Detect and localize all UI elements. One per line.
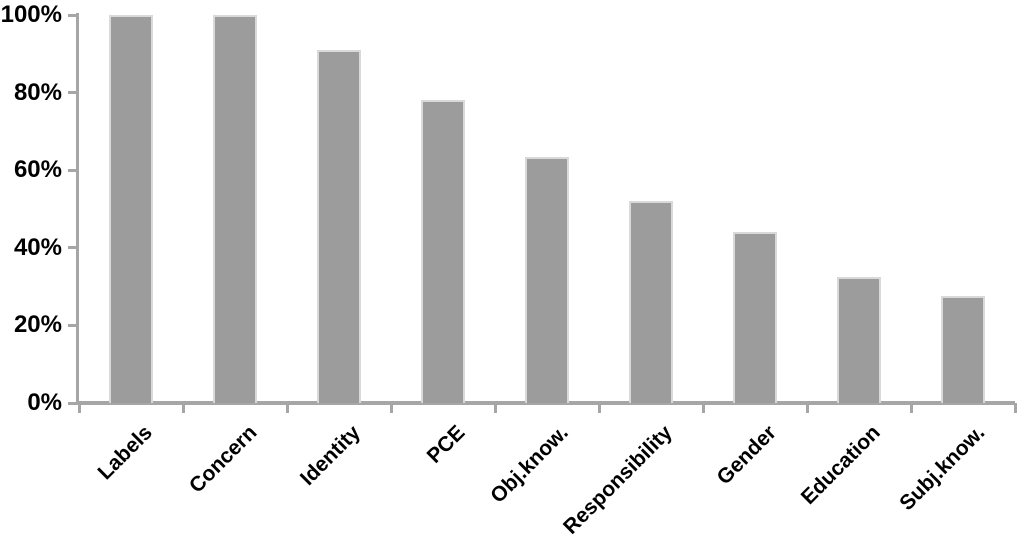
bar-gender (733, 232, 777, 403)
y-tick-mark (68, 323, 77, 327)
y-tick-label-20: 20% (13, 311, 62, 339)
bar-pce (421, 100, 465, 403)
y-tick-label-100: 100% (0, 1, 62, 28)
x-category-label-identity: Identity (296, 421, 366, 491)
x-tick-mark (389, 403, 393, 413)
bar-education (837, 276, 881, 403)
x-tick-mark (805, 403, 809, 413)
bar-responsibility (629, 201, 673, 403)
y-tick-mark (68, 13, 77, 17)
y-tick-label-0: 0% (27, 389, 62, 416)
x-category-label-responsibility: Responsibility (559, 421, 678, 539)
y-tick-label-80: 80% (13, 78, 62, 106)
x-tick-mark (285, 403, 289, 413)
x-tick-mark (77, 403, 81, 413)
y-tick-mark (68, 246, 77, 250)
bar-subj-know (941, 296, 985, 403)
x-tick-mark (701, 403, 705, 413)
bar-labels (109, 15, 153, 403)
x-tick-mark (597, 403, 601, 413)
y-tick-mark (68, 91, 77, 95)
x-tick-mark (1013, 403, 1017, 413)
x-axis-line (76, 401, 1015, 405)
y-tick-mark (68, 168, 77, 172)
x-category-label-education: Education (797, 421, 886, 510)
x-category-label-subj-know: Subj.know. (895, 421, 990, 516)
y-tick-label-60: 60% (13, 156, 62, 184)
x-category-label-concern: Concern (184, 421, 262, 498)
y-axis-line (76, 13, 79, 404)
y-tick-label-40: 40% (13, 233, 62, 261)
bar-identity (317, 49, 361, 403)
x-category-label-gender: Gender (713, 421, 782, 490)
y-tick-mark (68, 401, 77, 405)
bar-obj-know (525, 156, 569, 403)
x-category-label-obj-know: Obj.know. (486, 421, 574, 508)
x-tick-mark (909, 403, 913, 413)
x-category-label-labels: Labels (93, 421, 158, 485)
x-tick-mark (493, 403, 497, 413)
x-category-label-pce: PCE (422, 421, 470, 468)
bar-concern (213, 15, 257, 403)
x-tick-mark (181, 403, 185, 413)
